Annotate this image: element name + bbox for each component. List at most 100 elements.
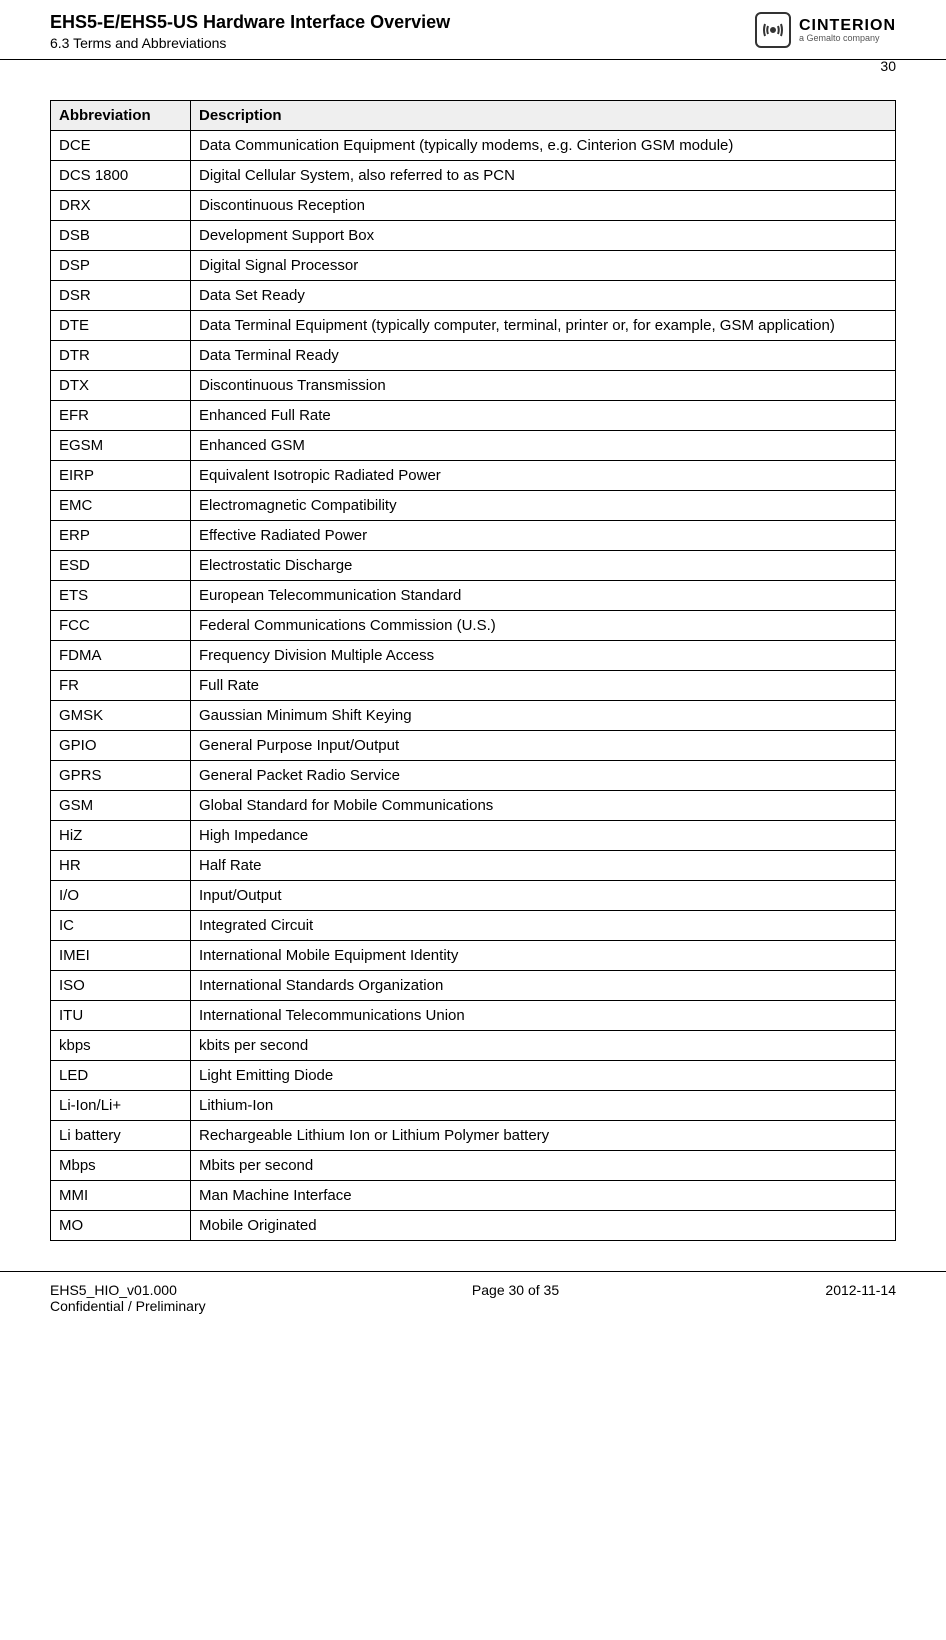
description-cell: Data Terminal Equipment (typically compu… [191,311,896,341]
description-cell: Rechargeable Lithium Ion or Lithium Poly… [191,1121,896,1151]
abbreviation-cell: DRX [51,191,191,221]
doc-title: EHS5-E/EHS5-US Hardware Interface Overvi… [50,12,450,33]
content-area: Abbreviation Description DCEData Communi… [0,60,946,1271]
table-header-row: Abbreviation Description [51,101,896,131]
table-row: GMSKGaussian Minimum Shift Keying [51,701,896,731]
description-cell: Full Rate [191,671,896,701]
description-cell: Discontinuous Reception [191,191,896,221]
abbreviation-cell: FCC [51,611,191,641]
abbreviations-table: Abbreviation Description DCEData Communi… [50,100,896,1241]
logo-tagline: a Gemalto company [799,34,896,43]
table-row: kbpskbits per second [51,1031,896,1061]
abbreviation-cell: LED [51,1061,191,1091]
abbreviation-cell: DSP [51,251,191,281]
table-row: Li-Ion/Li+Lithium-Ion [51,1091,896,1121]
table-row: ERPEffective Radiated Power [51,521,896,551]
abbreviation-cell: ISO [51,971,191,1001]
description-cell: Light Emitting Diode [191,1061,896,1091]
document-header: EHS5-E/EHS5-US Hardware Interface Overvi… [0,0,946,60]
abbreviation-cell: Mbps [51,1151,191,1181]
description-cell: Frequency Division Multiple Access [191,641,896,671]
description-cell: European Telecommunication Standard [191,581,896,611]
description-cell: Digital Signal Processor [191,251,896,281]
table-row: MMIMan Machine Interface [51,1181,896,1211]
table-row: I/OInput/Output [51,881,896,911]
table-row: EIRPEquivalent Isotropic Radiated Power [51,461,896,491]
description-cell: International Mobile Equipment Identity [191,941,896,971]
description-cell: Lithium-Ion [191,1091,896,1121]
abbreviation-cell: FR [51,671,191,701]
description-cell: Enhanced GSM [191,431,896,461]
abbreviation-cell: FDMA [51,641,191,671]
table-row: Li batteryRechargeable Lithium Ion or Li… [51,1121,896,1151]
col-header-abbreviation: Abbreviation [51,101,191,131]
description-cell: Data Terminal Ready [191,341,896,371]
table-row: GSMGlobal Standard for Mobile Communicat… [51,791,896,821]
abbreviation-cell: IMEI [51,941,191,971]
abbreviation-cell: ERP [51,521,191,551]
abbreviation-cell: ETS [51,581,191,611]
description-cell: Enhanced Full Rate [191,401,896,431]
table-row: HiZHigh Impedance [51,821,896,851]
table-row: GPRSGeneral Packet Radio Service [51,761,896,791]
col-header-description: Description [191,101,896,131]
abbreviation-cell: EGSM [51,431,191,461]
table-row: DRXDiscontinuous Reception [51,191,896,221]
abbreviation-cell: GPIO [51,731,191,761]
page-info: Page 30 of 35 [472,1282,559,1314]
description-cell: Equivalent Isotropic Radiated Power [191,461,896,491]
description-cell: High Impedance [191,821,896,851]
table-row: EMCElectromagnetic Compatibility [51,491,896,521]
table-row: FRFull Rate [51,671,896,701]
description-cell: Mobile Originated [191,1211,896,1241]
abbreviation-cell: EMC [51,491,191,521]
header-left: EHS5-E/EHS5-US Hardware Interface Overvi… [50,12,450,51]
table-row: DSPDigital Signal Processor [51,251,896,281]
logo-brand: CINTERION [799,18,896,34]
table-row: DSBDevelopment Support Box [51,221,896,251]
abbreviation-cell: EFR [51,401,191,431]
table-row: FCCFederal Communications Commission (U.… [51,611,896,641]
abbreviation-cell: GPRS [51,761,191,791]
table-row: ITUInternational Telecommunications Unio… [51,1001,896,1031]
description-cell: kbits per second [191,1031,896,1061]
abbreviation-cell: ESD [51,551,191,581]
abbreviation-cell: MO [51,1211,191,1241]
table-row: HRHalf Rate [51,851,896,881]
abbreviation-cell: kbps [51,1031,191,1061]
table-row: DCEData Communication Equipment (typical… [51,131,896,161]
description-cell: Electromagnetic Compatibility [191,491,896,521]
abbreviation-cell: DTX [51,371,191,401]
abbreviation-cell: HR [51,851,191,881]
description-cell: Development Support Box [191,221,896,251]
table-row: MOMobile Originated [51,1211,896,1241]
table-row: DTEData Terminal Equipment (typically co… [51,311,896,341]
table-row: MbpsMbits per second [51,1151,896,1181]
table-row: EFREnhanced Full Rate [51,401,896,431]
description-cell: Federal Communications Commission (U.S.) [191,611,896,641]
logo-area: CINTERION a Gemalto company [755,12,896,48]
description-cell: General Purpose Input/Output [191,731,896,761]
abbreviation-cell: IC [51,911,191,941]
document-footer: EHS5_HIO_v01.000 Confidential / Prelimin… [0,1271,946,1334]
table-row: GPIOGeneral Purpose Input/Output [51,731,896,761]
abbreviation-cell: GSM [51,791,191,821]
page-number-top: 30 [880,58,896,74]
abbreviation-cell: DSR [51,281,191,311]
description-cell: General Packet Radio Service [191,761,896,791]
table-row: ICIntegrated Circuit [51,911,896,941]
abbreviation-cell: HiZ [51,821,191,851]
signal-icon [755,12,791,48]
abbreviation-cell: ITU [51,1001,191,1031]
description-cell: Digital Cellular System, also referred t… [191,161,896,191]
description-cell: Data Communication Equipment (typically … [191,131,896,161]
description-cell: Gaussian Minimum Shift Keying [191,701,896,731]
abbreviation-cell: Li battery [51,1121,191,1151]
description-cell: Half Rate [191,851,896,881]
description-cell: International Telecommunications Union [191,1001,896,1031]
description-cell: Electrostatic Discharge [191,551,896,581]
table-row: DCS 1800Digital Cellular System, also re… [51,161,896,191]
description-cell: Global Standard for Mobile Communication… [191,791,896,821]
footer-left: EHS5_HIO_v01.000 Confidential / Prelimin… [50,1282,206,1314]
description-cell: Man Machine Interface [191,1181,896,1211]
